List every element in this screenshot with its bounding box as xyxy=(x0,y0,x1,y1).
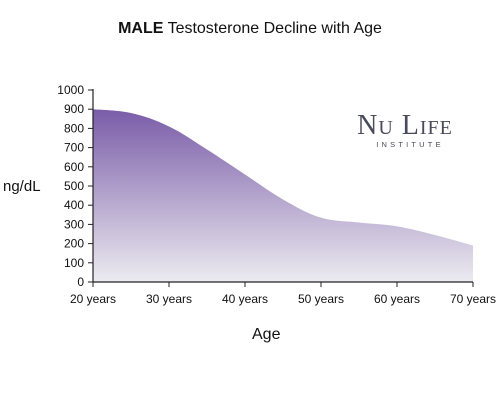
x-tick-label: 20 years xyxy=(70,292,116,306)
plot-layer xyxy=(93,109,473,282)
testosterone-area xyxy=(93,109,473,282)
y-tick-label: 0 xyxy=(77,275,84,289)
x-tick-label: 70 years xyxy=(450,292,496,306)
logo-sub-text: INSTITUTE xyxy=(376,140,444,149)
x-tick-label: 30 years xyxy=(146,292,192,306)
x-tick-label: 60 years xyxy=(374,292,420,306)
y-tick-label: 800 xyxy=(64,121,84,135)
y-tick-label: 200 xyxy=(64,237,84,251)
y-tick-label: 1000 xyxy=(57,83,84,97)
chart-title: MALE Testosterone Decline with Age xyxy=(0,20,500,38)
y-tick-label: 900 xyxy=(64,102,84,116)
nu-life-logo: Nu Life INSTITUTE xyxy=(346,112,464,150)
y-tick-label: 100 xyxy=(64,256,84,270)
y-axis-label: ng/dL xyxy=(3,178,41,195)
logo-main-text: Nu Life xyxy=(357,110,453,141)
x-tick-label: 50 years xyxy=(298,292,344,306)
chart-title-rest: Testosterone Decline with Age xyxy=(167,20,382,37)
y-tick-label: 700 xyxy=(64,141,84,155)
y-tick-label: 300 xyxy=(64,217,84,231)
x-axis-label: Age xyxy=(252,326,281,343)
chart-title-bold: MALE xyxy=(118,20,164,37)
y-tick-layer: 0 100 200 300 400 500 600 700 800 900 1000 xyxy=(57,83,93,289)
x-tick-label: 40 years xyxy=(222,292,268,306)
y-tick-label: 400 xyxy=(64,198,84,212)
y-tick-label: 500 xyxy=(64,179,84,193)
x-tick-layer: 20 years 30 years 40 years 50 years 60 years… xyxy=(70,282,496,306)
y-tick-label: 600 xyxy=(64,160,84,174)
